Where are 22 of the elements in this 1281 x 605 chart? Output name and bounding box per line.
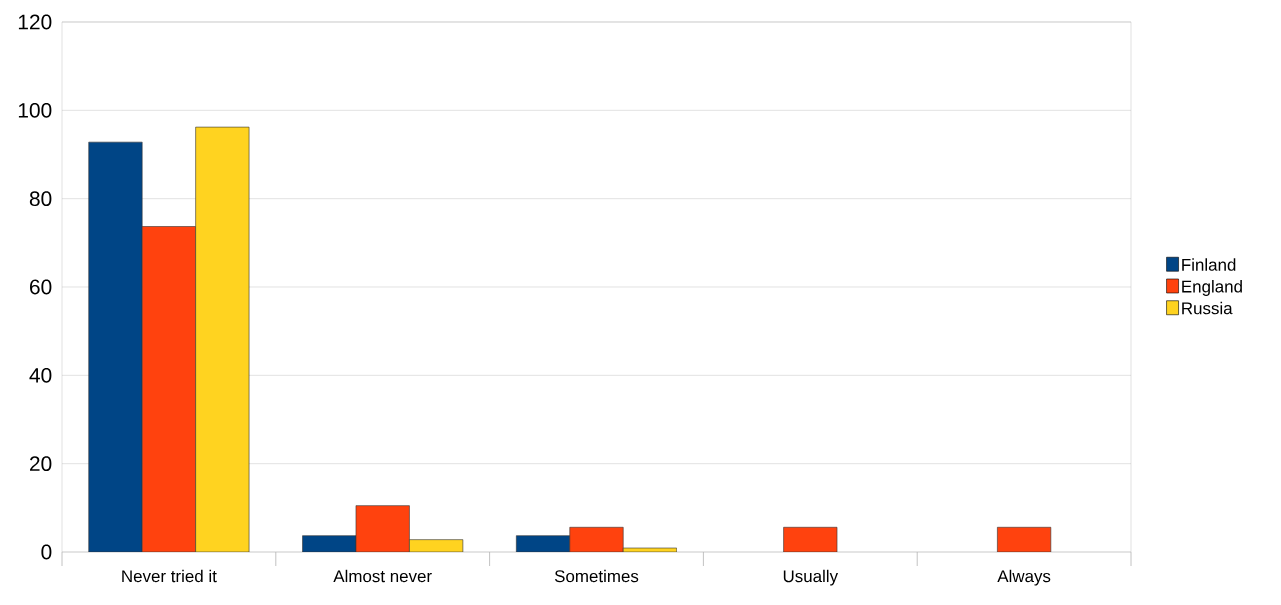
y-tick-label: 100 xyxy=(18,102,52,118)
legend-label: England xyxy=(1182,280,1242,296)
y-tick-label: 80 xyxy=(29,191,52,207)
bar xyxy=(88,141,143,552)
y-tick-label: 40 xyxy=(29,367,52,383)
bar xyxy=(997,526,1052,552)
bar xyxy=(355,505,410,552)
legend-label: Finland xyxy=(1182,258,1236,271)
bar xyxy=(195,126,250,552)
y-tick-label: 20 xyxy=(30,456,52,472)
y-tick-label: 120 xyxy=(18,14,52,30)
y-tick-label: 60 xyxy=(30,279,52,295)
y-tick-label: 0 xyxy=(41,544,52,560)
bar xyxy=(783,526,838,552)
x-tick-label: Usually xyxy=(783,569,839,586)
x-tick-label: Almost never xyxy=(333,569,432,583)
x-tick-label: Always xyxy=(997,569,1051,586)
bar xyxy=(141,226,196,552)
x-tick-label: Sometimes xyxy=(554,569,639,583)
legend-label: Russia xyxy=(1182,301,1233,315)
x-tick-label: Never tried it xyxy=(122,569,217,583)
bar xyxy=(569,526,624,552)
